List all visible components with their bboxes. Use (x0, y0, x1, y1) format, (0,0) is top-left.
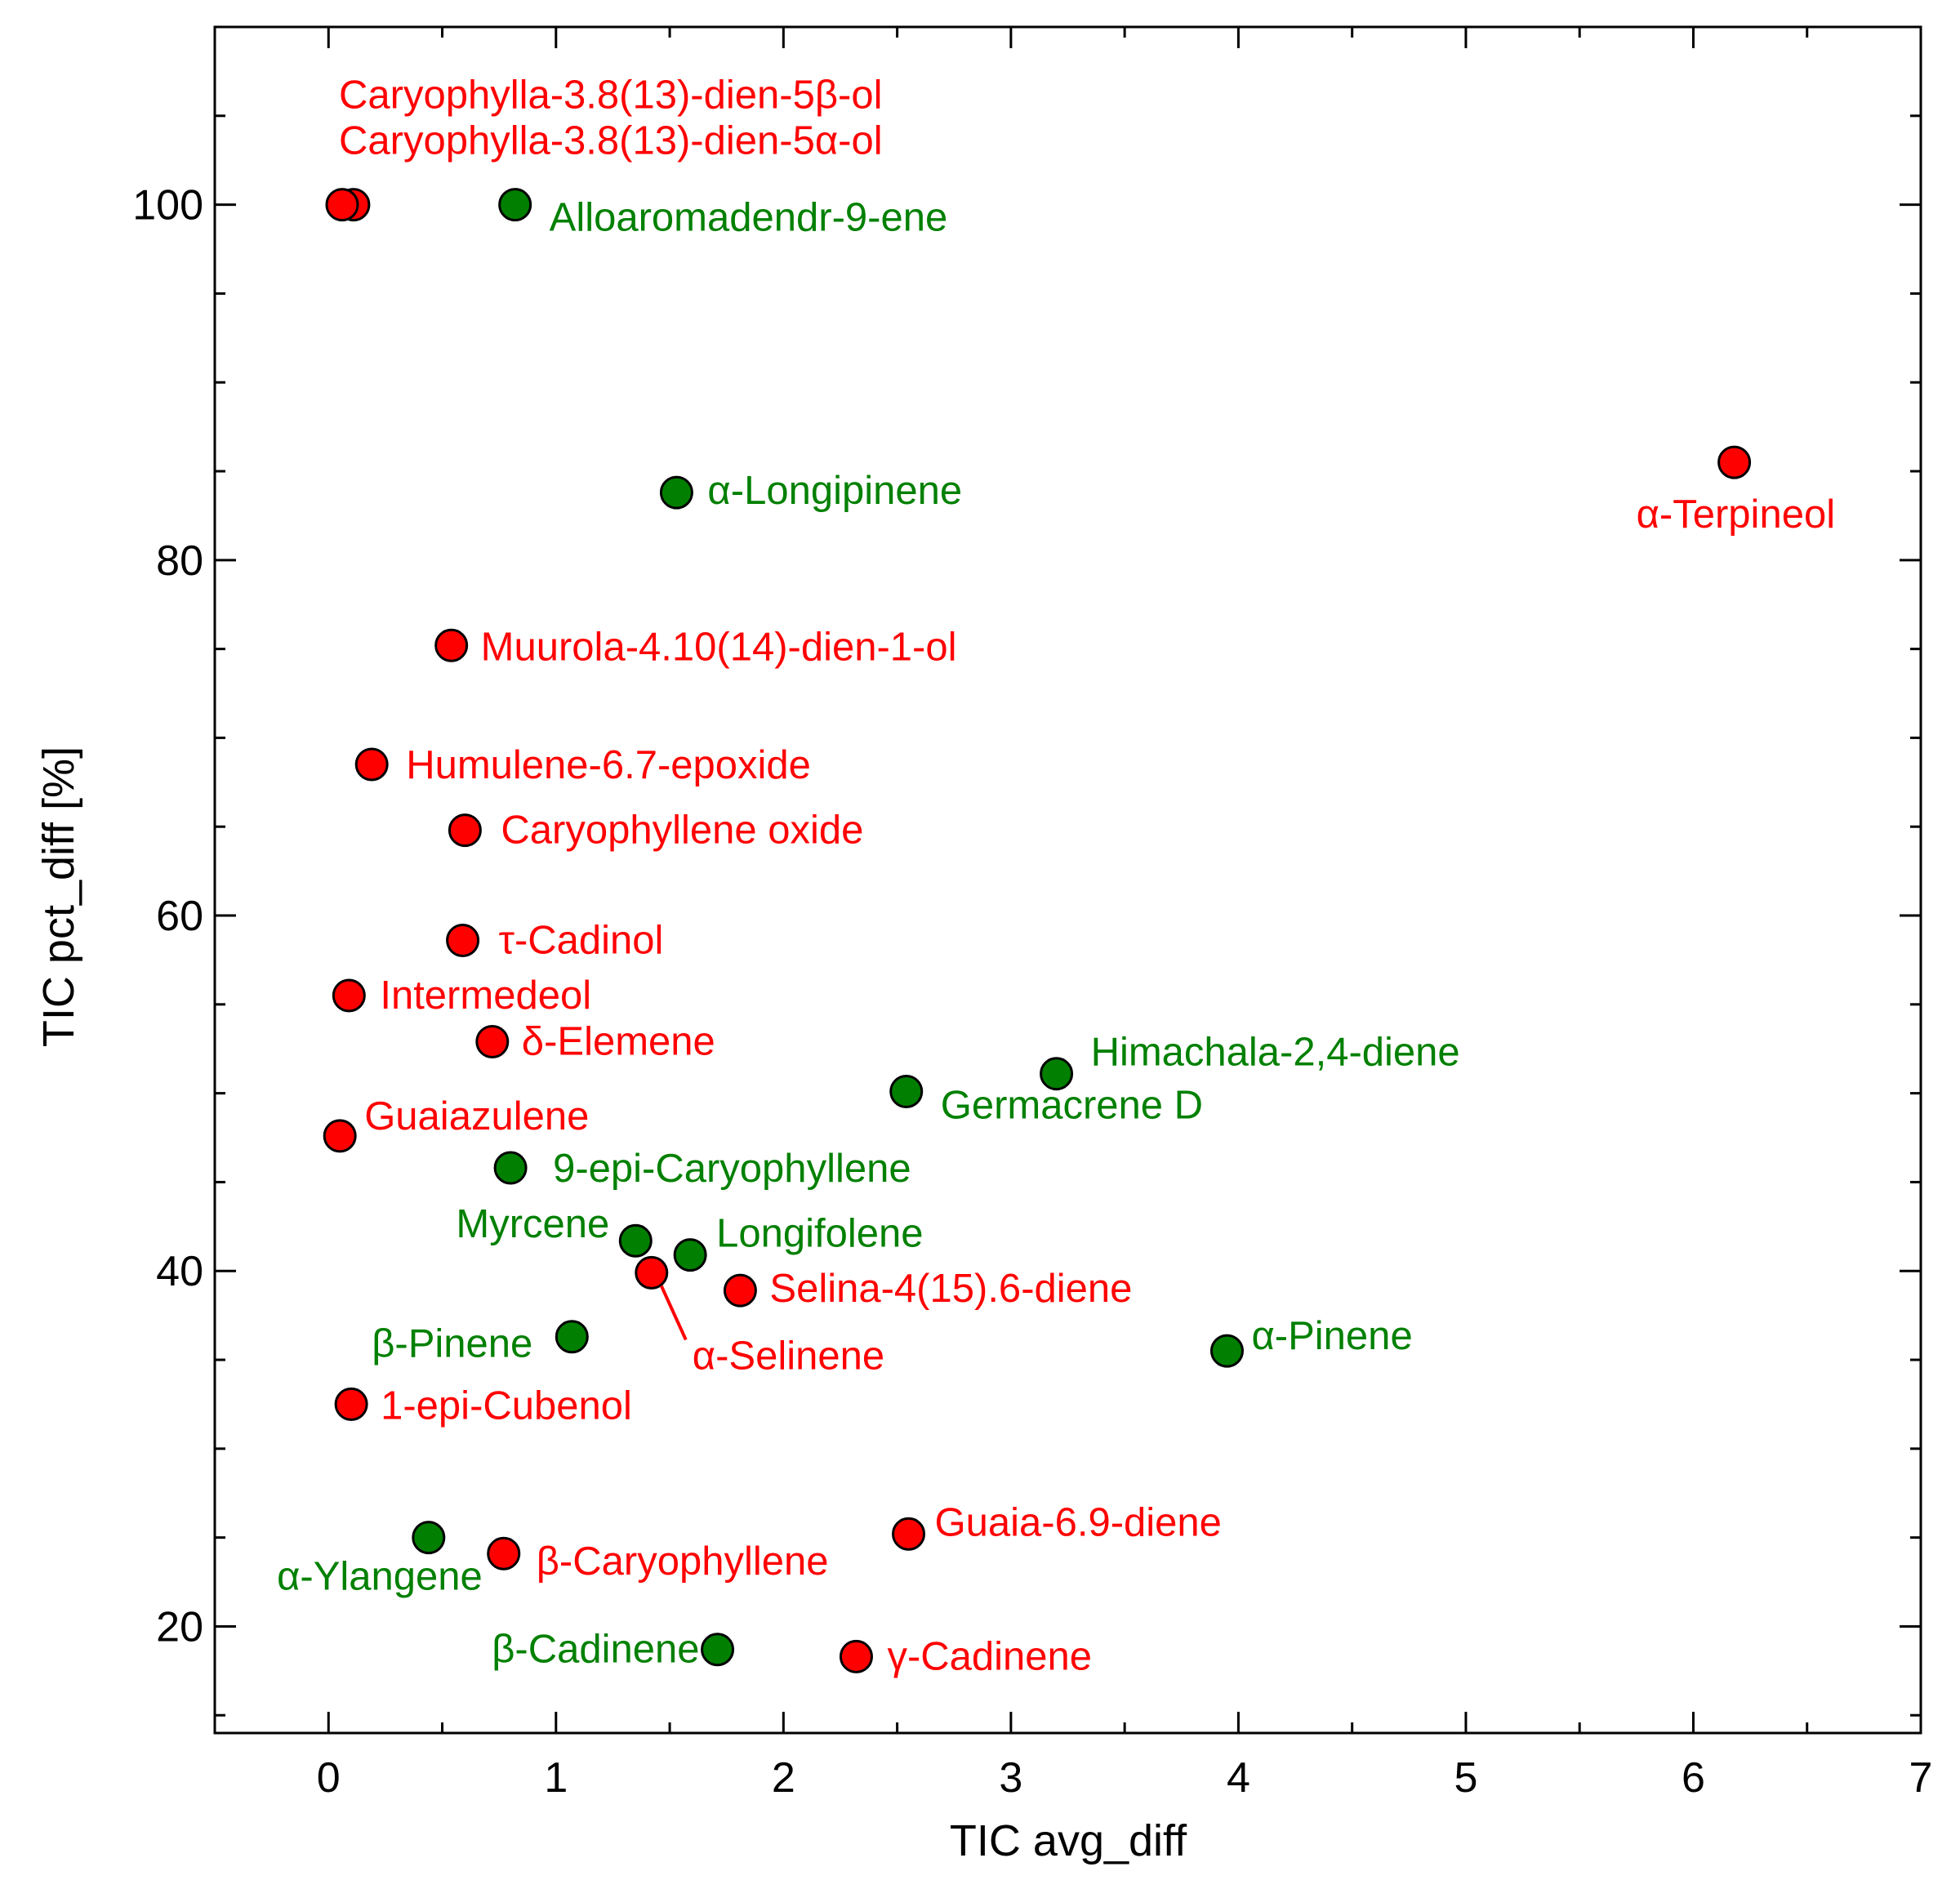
x-tick-label: 3 (999, 1754, 1022, 1802)
y-tick-label: 40 (156, 1248, 203, 1295)
x-tick-label: 7 (1909, 1754, 1933, 1802)
point-label: τ-Cadinol (499, 918, 664, 962)
point-label: 1-epi-Cubenol (381, 1383, 632, 1428)
point-label: Caryophylla-3.8(13)-dien-5α-ol (339, 119, 883, 163)
data-point-red-selina-4-15-6-diene (724, 1275, 755, 1306)
x-tick-label: 5 (1454, 1754, 1477, 1802)
data-point-red-caryophyllene (488, 1538, 519, 1569)
point-label: Alloaromadendr-9-ene (550, 196, 948, 240)
point-label: Myrcene (456, 1202, 609, 1246)
point-label: Humulene-6.7-epoxide (406, 743, 811, 787)
point-label: β-Pinene (372, 1322, 532, 1366)
data-point-red-terpineol (1719, 447, 1750, 478)
point-label: Guaiazulene (364, 1094, 589, 1138)
point-label: Guaia-6.9-diene (935, 1500, 1222, 1544)
scatter-chart: 0 1 2 3 4 5 6 7 20 40 60 80 100 Caryophylla-3.8(13)-… (0, 0, 1960, 1898)
x-tick-label: 4 (1227, 1754, 1250, 1802)
x-tick-label: 0 (317, 1754, 341, 1802)
data-point-red-cadinene (840, 1641, 871, 1672)
plot-frame (215, 27, 1921, 1733)
data-point-red-guaiazulene (324, 1121, 355, 1152)
y-tick-label: 60 (156, 893, 203, 940)
x-tick-label: 1 (544, 1754, 568, 1802)
y-tick-label: 80 (156, 537, 203, 585)
point-label: α-Pinene (1251, 1314, 1412, 1358)
x-tick-label: 6 (1682, 1754, 1705, 1802)
data-point-green-pinene (556, 1321, 587, 1352)
point-label: Selina-4(15).6-diene (769, 1267, 1132, 1311)
data-point-green-germacrene-d (891, 1076, 922, 1107)
point-label: Longifolene (716, 1212, 923, 1256)
point-label: Caryophylla-3.8(13)-dien-5β-ol (339, 74, 882, 118)
y-tick-label: 20 (156, 1603, 203, 1651)
point-label: α-Terpineol (1637, 492, 1835, 537)
data-point-green-cadinene (702, 1634, 733, 1665)
data-point-green-9-epi-caryophyllene (495, 1152, 526, 1183)
point-label: α-Selinene (693, 1334, 884, 1378)
point-label: Intermedeol (380, 974, 591, 1018)
y-axis-title: TIC pct_diff [%] (34, 746, 83, 1047)
x-tick-label: 2 (772, 1754, 795, 1802)
data-point-red-selinene (636, 1257, 667, 1288)
data-point-red-intermedeol (333, 980, 364, 1011)
x-axis-title: TIC avg_diff (950, 1816, 1187, 1865)
data-point-green-longipinene (661, 477, 692, 508)
y-tick-label: 100 (132, 182, 203, 229)
data-point-red-muurola-4-10-14-dien-1-ol (436, 630, 467, 661)
point-label: α-Longipinene (707, 469, 962, 513)
point-label: δ-Elemene (522, 1020, 715, 1064)
data-point-red-elemene (477, 1027, 508, 1058)
data-point-red-humulene-6-7-epoxide (356, 749, 387, 780)
data-point-red-cadinol (448, 924, 479, 956)
label-leader-line (662, 1285, 686, 1339)
data-point-green-myrcene (620, 1225, 651, 1256)
data-point-green-ylangene (413, 1522, 444, 1553)
data-point-green-longifolene (675, 1240, 706, 1271)
point-label: β-Cadinene (492, 1628, 699, 1672)
point-label: α-Ylangene (277, 1555, 483, 1599)
point-label: Caryophyllene oxide (501, 809, 863, 853)
point-label: Germacrene D (941, 1083, 1203, 1127)
data-point-green-pinene (1211, 1335, 1242, 1366)
data-point-red-guaia-6-9-diene (893, 1518, 924, 1549)
point-label: 9-epi-Caryophyllene (553, 1147, 911, 1191)
point-labels: Caryophylla-3.8(13)-dien-5β-olCaryophyll… (277, 74, 1835, 1679)
point-label: Himachala-2,4-diene (1091, 1031, 1460, 1075)
data-point-red-caryophylla-3-8-13-dien-5-ol (327, 189, 358, 221)
point-label: γ-Cadinene (887, 1634, 1092, 1678)
data-point-green-alloaromadendr-9-ene (500, 189, 531, 221)
data-point-red-1-epi-cubenol (336, 1388, 367, 1419)
point-label: β-Caryophyllene (537, 1539, 829, 1584)
point-label: Muurola-4.10(14)-dien-1-ol (481, 625, 957, 669)
data-point-red-caryophyllene-oxide (449, 815, 480, 846)
